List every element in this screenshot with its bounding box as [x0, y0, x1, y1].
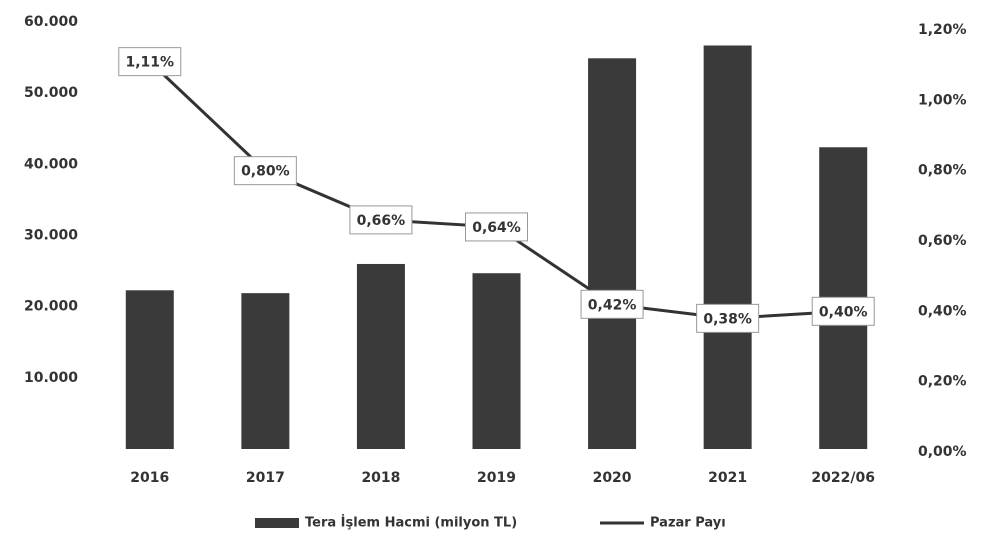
data-label-box: [349, 205, 413, 235]
data-label: 0,40%: [819, 304, 868, 320]
data-label-box: [118, 47, 182, 77]
y-tick-label: 10.000: [24, 370, 78, 386]
data-label-box: [696, 303, 760, 333]
bar: [588, 58, 637, 450]
data-label: 0,38%: [703, 311, 752, 327]
x-tick-label: 2016: [130, 470, 169, 486]
x-tick-label: 2022/06: [811, 470, 875, 486]
x-tick-label: 2020: [593, 470, 632, 486]
y2-tick-label: 0,20%: [918, 374, 967, 390]
y2-tick-label: 0,80%: [918, 163, 967, 179]
y-tick-label: 60.000: [24, 14, 78, 30]
legend-label: Pazar Payı: [650, 516, 726, 531]
data-label: 0,80%: [241, 164, 290, 180]
legend-swatch: [255, 518, 299, 528]
bar: [241, 293, 290, 449]
x-tick-label: 2017: [246, 470, 285, 486]
bar: [125, 290, 174, 449]
bar: [356, 263, 405, 449]
y-tick-label: 30.000: [24, 228, 78, 244]
y-tick-label: 50.000: [24, 85, 78, 101]
y2-tick-label: 0,60%: [918, 233, 967, 249]
x-tick-label: 2021: [708, 470, 747, 486]
data-label-box: [580, 289, 644, 319]
y2-tick-label: 0,00%: [918, 444, 967, 460]
data-label: 0,64%: [472, 220, 521, 236]
y-tick-label: 20.000: [24, 299, 78, 315]
data-label-box: [811, 296, 875, 326]
y2-tick-label: 1,20%: [918, 22, 967, 38]
y-tick-label: 40.000: [24, 156, 78, 172]
data-label: 0,66%: [357, 213, 406, 229]
bar: [472, 273, 521, 449]
legend-label: Tera İşlem Hacmi (milyon TL): [305, 515, 517, 531]
x-tick-label: 2019: [477, 470, 516, 486]
data-label-box: [465, 212, 528, 242]
bar: [703, 45, 752, 450]
x-tick-label: 2018: [361, 470, 400, 486]
y2-tick-label: 0,40%: [918, 303, 967, 319]
data-label-box: [233, 156, 297, 186]
y2-tick-label: 1,00%: [918, 92, 967, 108]
data-label: 0,42%: [588, 297, 637, 313]
data-label: 1,11%: [125, 55, 174, 71]
